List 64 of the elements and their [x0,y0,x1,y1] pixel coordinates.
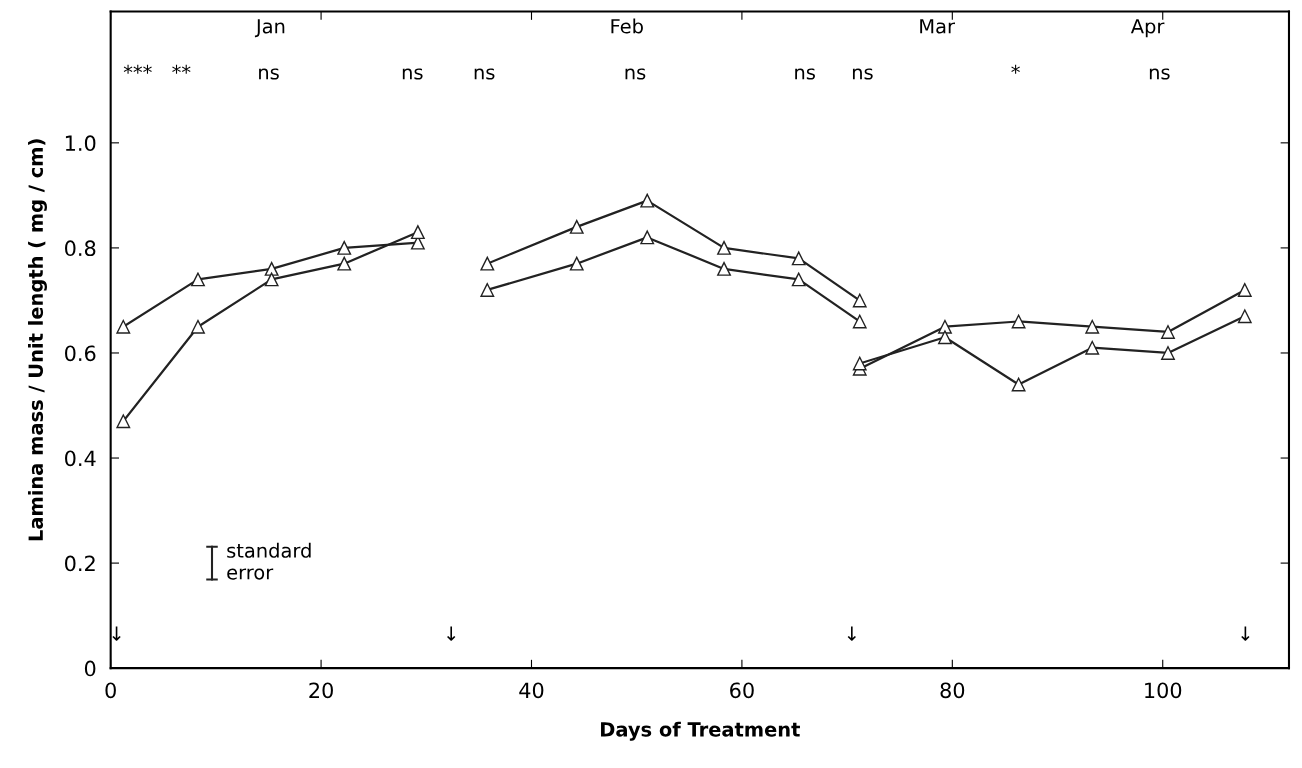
point [569,256,584,271]
annotation: ns [402,68,423,80]
point [791,272,806,287]
point [640,193,655,208]
point [1161,346,1175,360]
annotation: ns [259,68,279,80]
annotation: ns [795,68,815,80]
x-axis-title: Days of Treatment [601,721,800,741]
annotation: *** [123,64,152,74]
annotation: ns [852,68,873,80]
annotation: ns [474,68,495,80]
point [1237,282,1252,297]
point [717,240,731,255]
y-tick-label: 0.6 [65,345,96,362]
point [569,219,584,234]
point [852,293,867,308]
annotation: ** [172,64,191,74]
point [480,256,495,271]
y-tick-label: 1.0 [65,135,96,152]
point [264,261,279,276]
x-tick-label: 60 [730,682,754,699]
x-tick-label: 40 [519,682,544,699]
point [410,225,425,240]
annotation: ns [625,68,646,80]
y-tick-label: 0.8 [65,240,96,257]
point [938,330,952,345]
annotation: ↓ [1241,626,1250,641]
point [480,282,495,297]
annotation: ↓ [847,626,856,641]
annotation: ns [1149,68,1170,80]
point [1085,340,1100,355]
annotation: Apr [1130,19,1165,38]
point [191,319,205,334]
point [1161,325,1175,339]
point [640,230,655,245]
annotation: ↓ [112,626,121,641]
point [1085,319,1100,334]
x-tick-label: 20 [309,682,333,699]
point [116,414,131,429]
point [791,251,806,266]
point [264,272,279,287]
annotation: Mar [920,19,956,34]
point [337,256,352,271]
y-tick-label: 0.4 [65,450,96,467]
x-tick-label: 80 [940,682,965,699]
x-tick-label: 100 [1145,682,1182,699]
point [116,319,131,334]
point [191,272,205,287]
point [852,356,867,371]
y-axis-title: Lamina mass / Unit length ( mg / cm) [28,139,47,541]
y-tick-label: 0.2 [65,555,95,572]
annotation: Feb [611,18,643,34]
annotation: Jan [254,19,285,38]
point [852,314,867,329]
annotation: * [1011,64,1020,74]
x-tick-label: 0 [105,682,116,699]
y-tick-label: 0 [84,660,96,677]
annotation: standard error [227,542,311,580]
point [717,261,731,276]
point [1011,314,1026,329]
point [1237,309,1252,324]
annotation: ↓ [447,626,456,641]
point [337,240,352,255]
point [1011,377,1026,392]
